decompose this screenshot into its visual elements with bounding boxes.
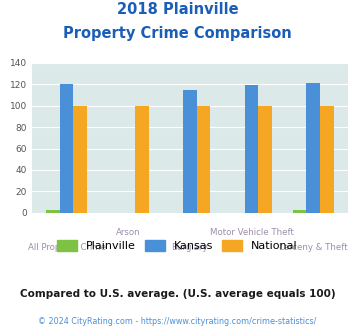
Bar [306, 83, 320, 213]
Text: © 2024 CityRating.com - https://www.cityrating.com/crime-statistics/: © 2024 CityRating.com - https://www.city… [38, 317, 317, 326]
Bar [183, 89, 197, 213]
Text: Larceny & Theft: Larceny & Theft [279, 244, 348, 252]
Text: Compared to U.S. average. (U.S. average equals 100): Compared to U.S. average. (U.S. average … [20, 289, 335, 299]
Legend: Plainville, Kansas, National: Plainville, Kansas, National [55, 238, 300, 253]
Text: Motor Vehicle Theft: Motor Vehicle Theft [209, 228, 294, 237]
Text: Arson: Arson [116, 228, 141, 237]
Text: Property Crime Comparison: Property Crime Comparison [63, 26, 292, 41]
Text: 2018 Plainville: 2018 Plainville [117, 2, 238, 16]
Bar [197, 106, 210, 213]
Text: Burglary: Burglary [171, 244, 208, 252]
Bar [60, 84, 73, 213]
Bar [73, 106, 87, 213]
Bar [320, 106, 334, 213]
Bar [135, 106, 149, 213]
Text: All Property Crime: All Property Crime [28, 244, 106, 252]
Bar [293, 210, 306, 213]
Bar [245, 85, 258, 213]
Bar [46, 210, 60, 213]
Bar [258, 106, 272, 213]
